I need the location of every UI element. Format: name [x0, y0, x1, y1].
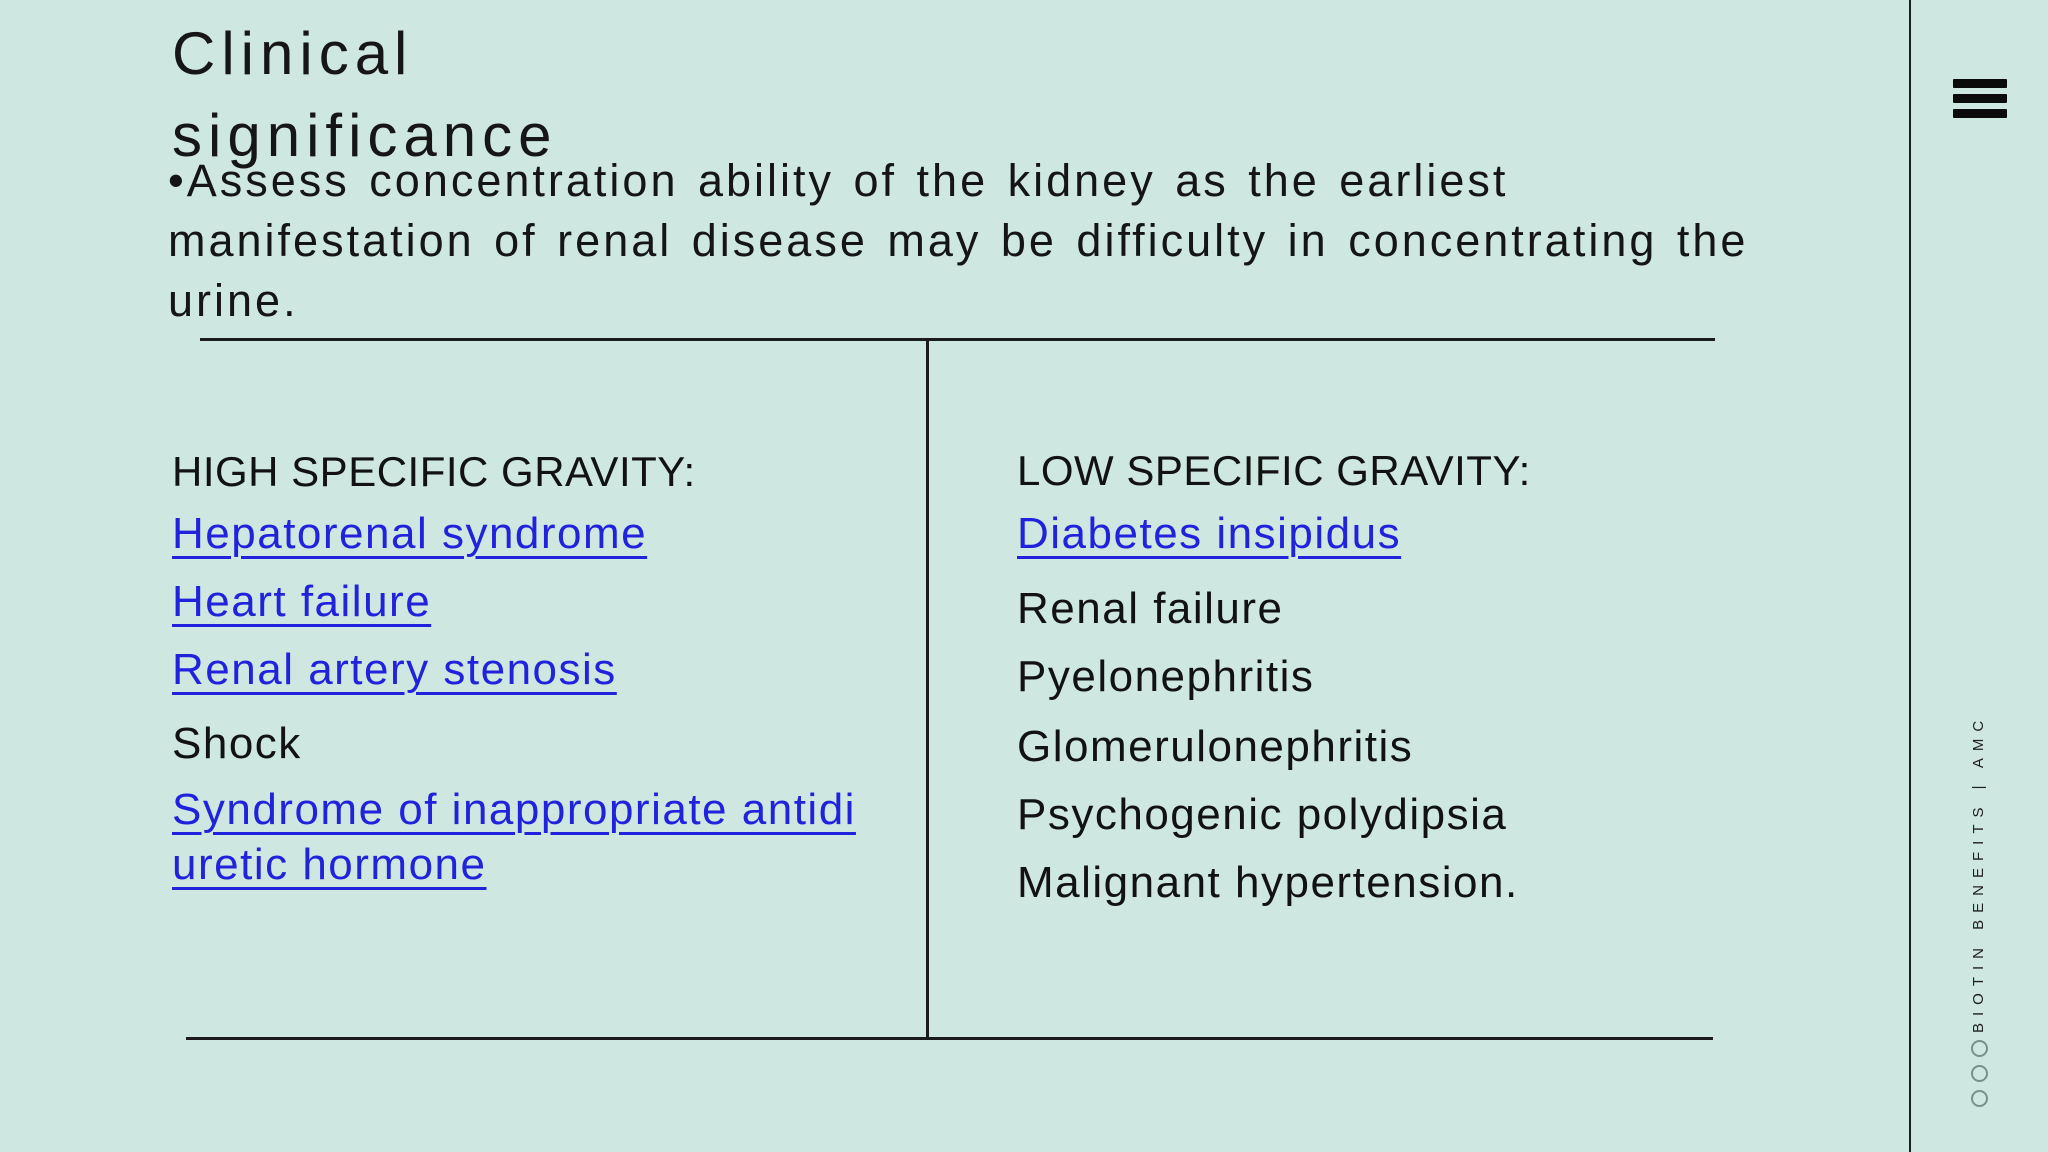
list-item-shock: Shock [172, 719, 302, 768]
link-siadh[interactable]: Syndrome of inappropriate antidi uretic … [172, 782, 892, 892]
list-item-psychogenic-polydipsia: Psychogenic polydipsia [1017, 790, 1508, 839]
table-bottom-rule [186, 1037, 1713, 1040]
hamburger-bar [1953, 94, 2007, 103]
left-column-heading: HIGH SPECIFIC GRAVITY: [172, 448, 696, 495]
link-renal-artery-stenosis[interactable]: Renal artery stenosis [172, 645, 617, 694]
body-line: •Assess concentration ability of the kid… [168, 155, 1509, 206]
link-hepatorenal-syndrome[interactable]: Hepatorenal syndrome [172, 509, 648, 558]
pagination-dot [1971, 1065, 1988, 1082]
list-item-malignant-hypertension: Malignant hypertension. [1017, 858, 1519, 907]
link-siadh-line-1: Syndrome of inappropriate antidi [172, 785, 856, 834]
pagination-dots [1971, 1040, 1988, 1107]
body-line: urine. [168, 275, 299, 326]
right-column-heading: LOW SPECIFIC GRAVITY: [1017, 447, 1531, 494]
link-heart-failure[interactable]: Heart failure [172, 577, 432, 626]
hamburger-bar [1953, 79, 2007, 88]
link-siadh-line-2: uretic hormone [172, 840, 487, 889]
link-diabetes-insipidus[interactable]: Diabetes insipidus [1017, 509, 1402, 558]
list-item-renal-failure: Renal failure [1017, 584, 1284, 633]
page-title-line-1: Clinical [172, 20, 414, 87]
body-line: manifestation of renal disease may be di… [168, 215, 1749, 266]
list-item-glomerulonephritis: Glomerulonephritis [1017, 722, 1414, 771]
hamburger-bar [1953, 109, 2007, 118]
pagination-dot [1971, 1040, 1988, 1057]
list-item-pyelonephritis: Pyelonephritis [1017, 652, 1315, 701]
table-column-divider [926, 341, 929, 1038]
sidebar-divider-line [1909, 0, 1911, 1152]
page-title-line-2: significance [172, 102, 558, 169]
sidebar-vertical-label: BIOTIN BENEFITS | AMC [1970, 713, 1987, 1033]
hamburger-menu-icon[interactable] [1953, 79, 2007, 118]
table-top-rule [200, 338, 1715, 341]
pagination-dot [1971, 1090, 1988, 1107]
body-paragraph: •Assess concentration ability of the kid… [168, 151, 1748, 331]
